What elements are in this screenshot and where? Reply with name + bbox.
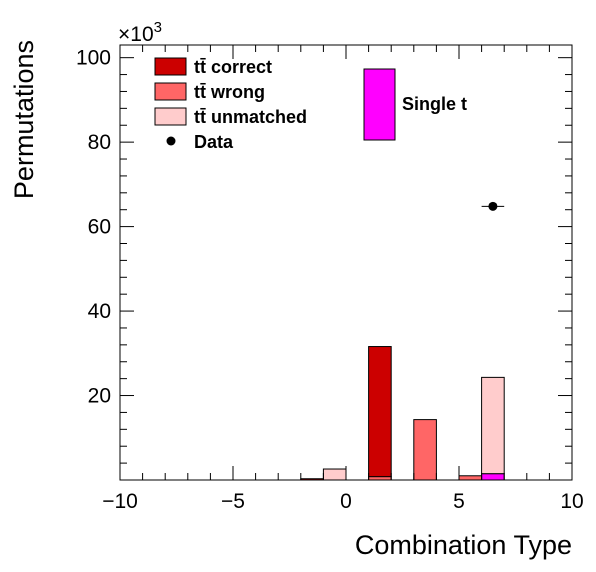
stacked-bars <box>300 346 505 481</box>
single-t-swatch <box>363 68 396 141</box>
x-tick-labels: −10 −5 0 5 10 <box>102 490 583 513</box>
bar-tt-wrong-7 <box>458 475 483 481</box>
x-tick-label: −5 <box>221 490 245 513</box>
y-tick-label: 80 <box>88 131 111 154</box>
single-t-label: Single t <box>402 94 467 114</box>
legend-label: Data <box>194 132 234 152</box>
y-tick-label: 100 <box>76 47 111 70</box>
legend: tt̄ correct tt̄ wrong tt̄ unmatched Data <box>154 57 307 152</box>
x-axis-label: Combination Type <box>355 530 572 560</box>
legend-swatch <box>154 82 187 101</box>
legend-marker <box>166 136 176 146</box>
bar-tt-unmatched-1 <box>322 468 347 481</box>
x-tick-label: −10 <box>102 490 138 513</box>
y-multiplier-base: ×10 <box>118 23 154 46</box>
y-tick-label: 40 <box>88 300 111 323</box>
y-tick-label: 60 <box>88 216 111 239</box>
axis-ticks <box>119 45 573 480</box>
y-multiplier-exponent: 3 <box>154 19 162 36</box>
x-tick-label: 5 <box>453 490 465 513</box>
single-t-legend: Single t <box>363 68 467 141</box>
y-tick-label: 20 <box>88 385 111 408</box>
data-points <box>481 201 505 211</box>
y-tick-labels: 20 40 60 80 100 <box>76 47 111 408</box>
legend-swatch <box>154 107 187 126</box>
bar-tt-wrong-5 <box>413 419 437 481</box>
bar-tt-unmatched-8 <box>481 376 505 475</box>
y-multiplier-label: ×103 <box>118 19 162 46</box>
bar-tt-correct-3 <box>368 346 392 478</box>
y-axis-label: Permutations <box>9 40 39 199</box>
x-tick-label: 0 <box>340 490 352 513</box>
data-point-0 <box>488 201 498 211</box>
x-tick-label: 10 <box>560 490 583 513</box>
legend-label: tt̄ correct <box>194 57 272 77</box>
bar-tt-wrong-3 <box>368 476 392 481</box>
bar-single-t-8 <box>481 473 505 481</box>
legend-label: tt̄ wrong <box>194 82 265 102</box>
legend-label: tt̄ unmatched <box>194 107 307 127</box>
legend-swatch <box>154 57 187 76</box>
